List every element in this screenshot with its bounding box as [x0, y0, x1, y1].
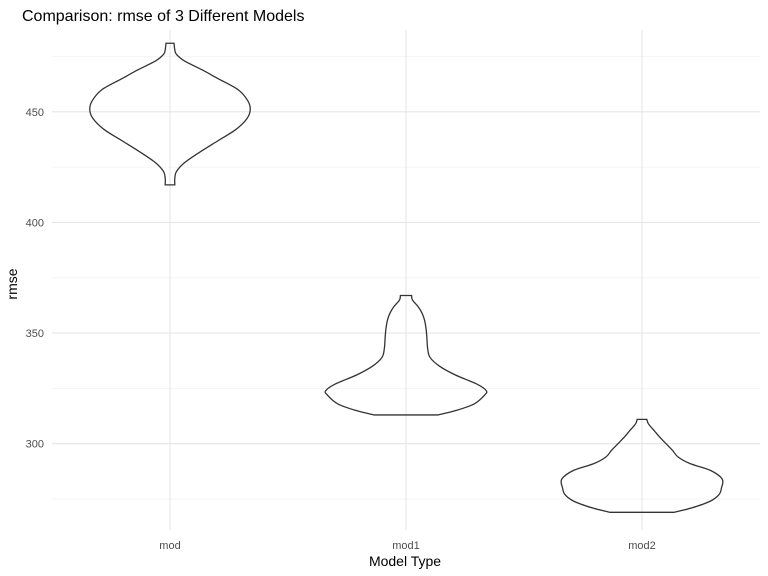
y-tick-labels: 300 350 400 450	[26, 107, 44, 451]
violin-mod1	[324, 294, 488, 416]
grid	[52, 30, 760, 530]
x-tick-label: mod2	[628, 540, 656, 552]
y-tick-label: 450	[26, 107, 44, 119]
x-tick-labels: mod mod1 mod2	[159, 540, 655, 552]
x-axis-title: Model Type	[369, 553, 441, 569]
chart-title: Comparison: rmse of 3 Different Models	[22, 8, 304, 25]
x-tick-label: mod	[159, 540, 180, 552]
violin-mod2	[560, 418, 724, 513]
violin-mod	[89, 42, 251, 186]
y-axis-title: rmse	[4, 268, 20, 299]
violins	[89, 42, 724, 513]
x-tick-label: mod1	[392, 540, 420, 552]
y-tick-label: 400	[26, 217, 44, 229]
y-tick-label: 300	[26, 439, 44, 451]
y-tick-label: 350	[26, 328, 44, 340]
